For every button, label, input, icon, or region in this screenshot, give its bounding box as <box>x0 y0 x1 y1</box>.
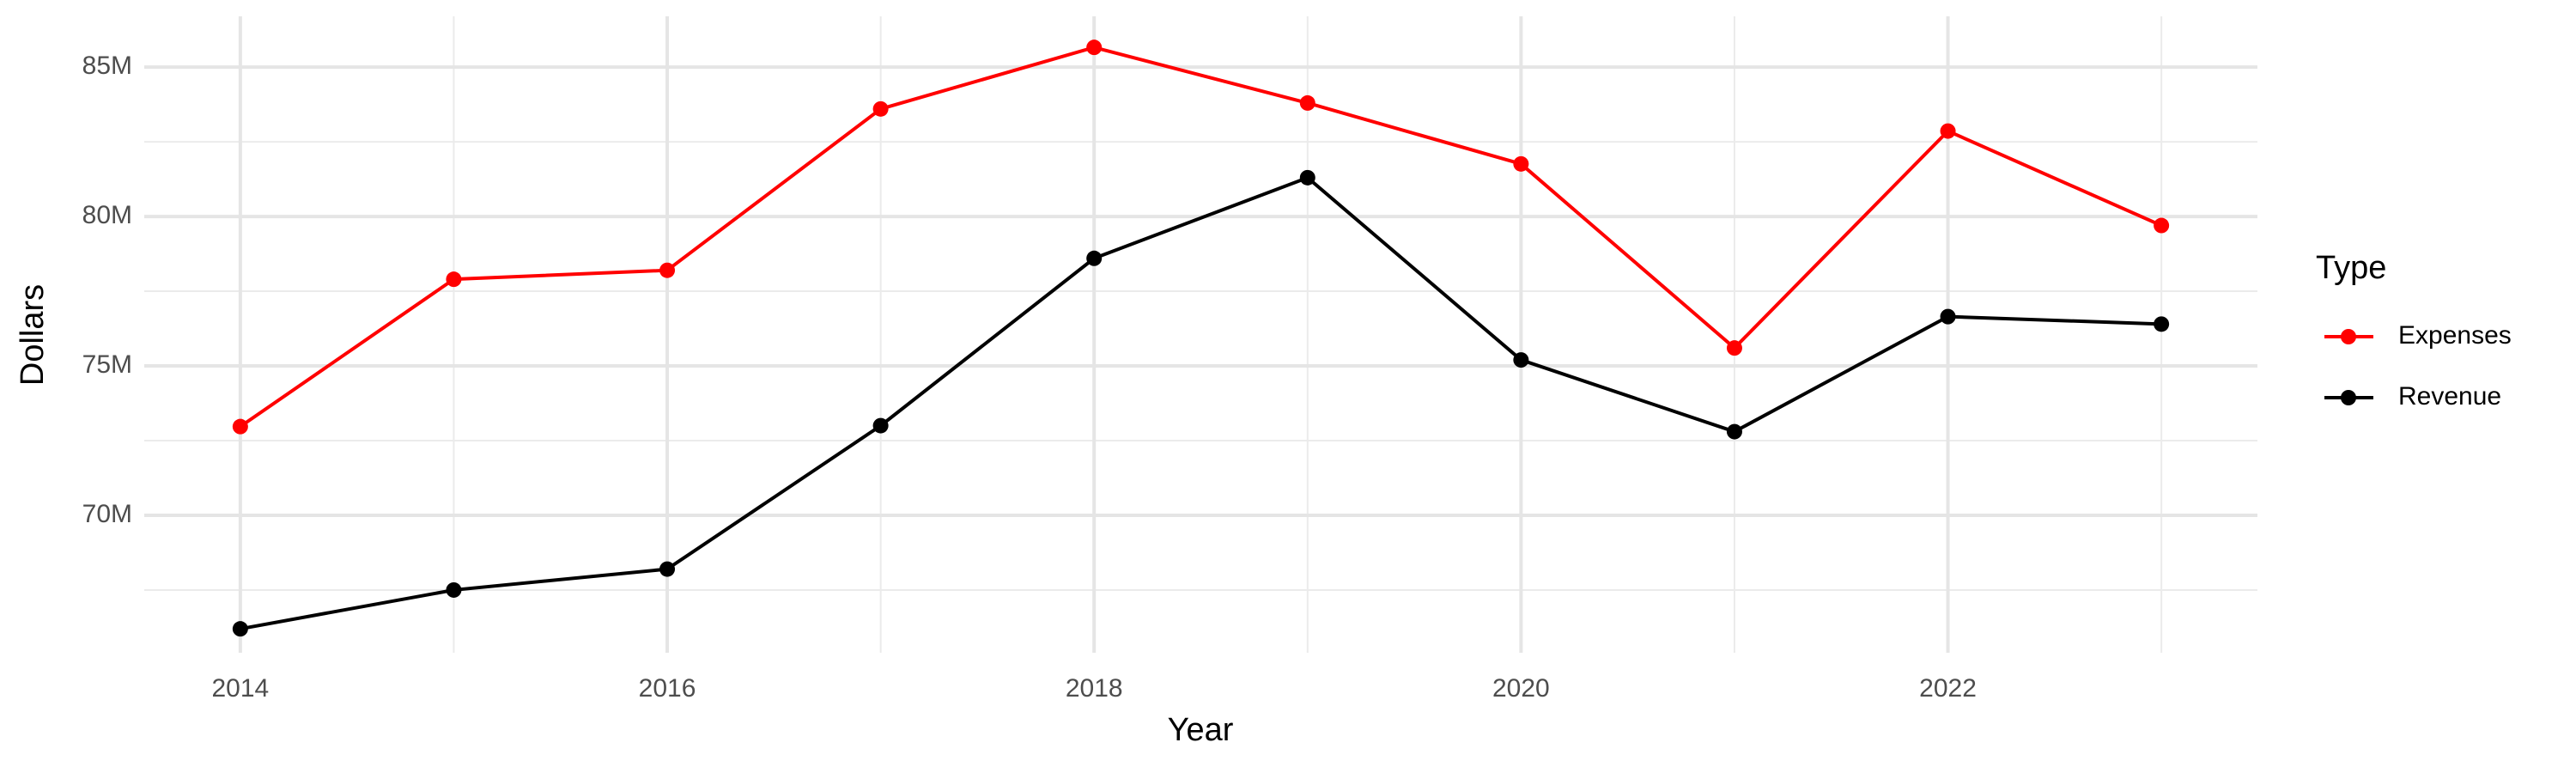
legend-text: Revenue <box>2398 382 2501 411</box>
data-point <box>2154 217 2170 234</box>
data-point <box>1726 340 1742 356</box>
y-tick-label: 85M <box>82 52 132 80</box>
y-tick-label: 70M <box>82 500 132 528</box>
y-axis-title: Dollars <box>15 284 51 386</box>
data-point <box>1726 423 1742 440</box>
data-point <box>872 417 889 434</box>
series-line <box>240 175 2162 631</box>
data-point <box>232 418 248 435</box>
x-axis-title: Year <box>1168 712 1234 748</box>
y-tick-label: 80M <box>82 201 132 229</box>
data-point <box>1940 123 1956 139</box>
legend-text: Expenses <box>2398 321 2512 350</box>
x-tick-label: 2014 <box>211 674 269 703</box>
data-point <box>446 581 462 598</box>
x-tick-label: 2018 <box>1066 674 1123 703</box>
data-point <box>1299 169 1315 186</box>
series-line <box>239 46 2162 429</box>
data-point <box>659 262 676 278</box>
legend-key-point <box>2341 390 2356 405</box>
legend-title: Type <box>2316 250 2386 286</box>
data-point <box>1940 308 1956 325</box>
data-point <box>232 621 248 637</box>
x-tick-label: 2016 <box>639 674 696 703</box>
data-point <box>1086 250 1103 266</box>
grid <box>144 16 2257 653</box>
y-tick-label: 75M <box>82 350 132 379</box>
x-tick-label: 2022 <box>1919 674 1977 703</box>
x-tick-label: 2020 <box>1492 674 1550 703</box>
data-point <box>1513 155 1529 172</box>
data-point <box>2154 316 2170 332</box>
legend-key-point <box>2341 329 2356 344</box>
data-point <box>1513 352 1529 368</box>
data-point <box>872 100 889 117</box>
data-point <box>1299 94 1315 111</box>
data-point <box>1086 40 1103 56</box>
data-point <box>659 561 676 577</box>
data-point <box>446 271 462 288</box>
